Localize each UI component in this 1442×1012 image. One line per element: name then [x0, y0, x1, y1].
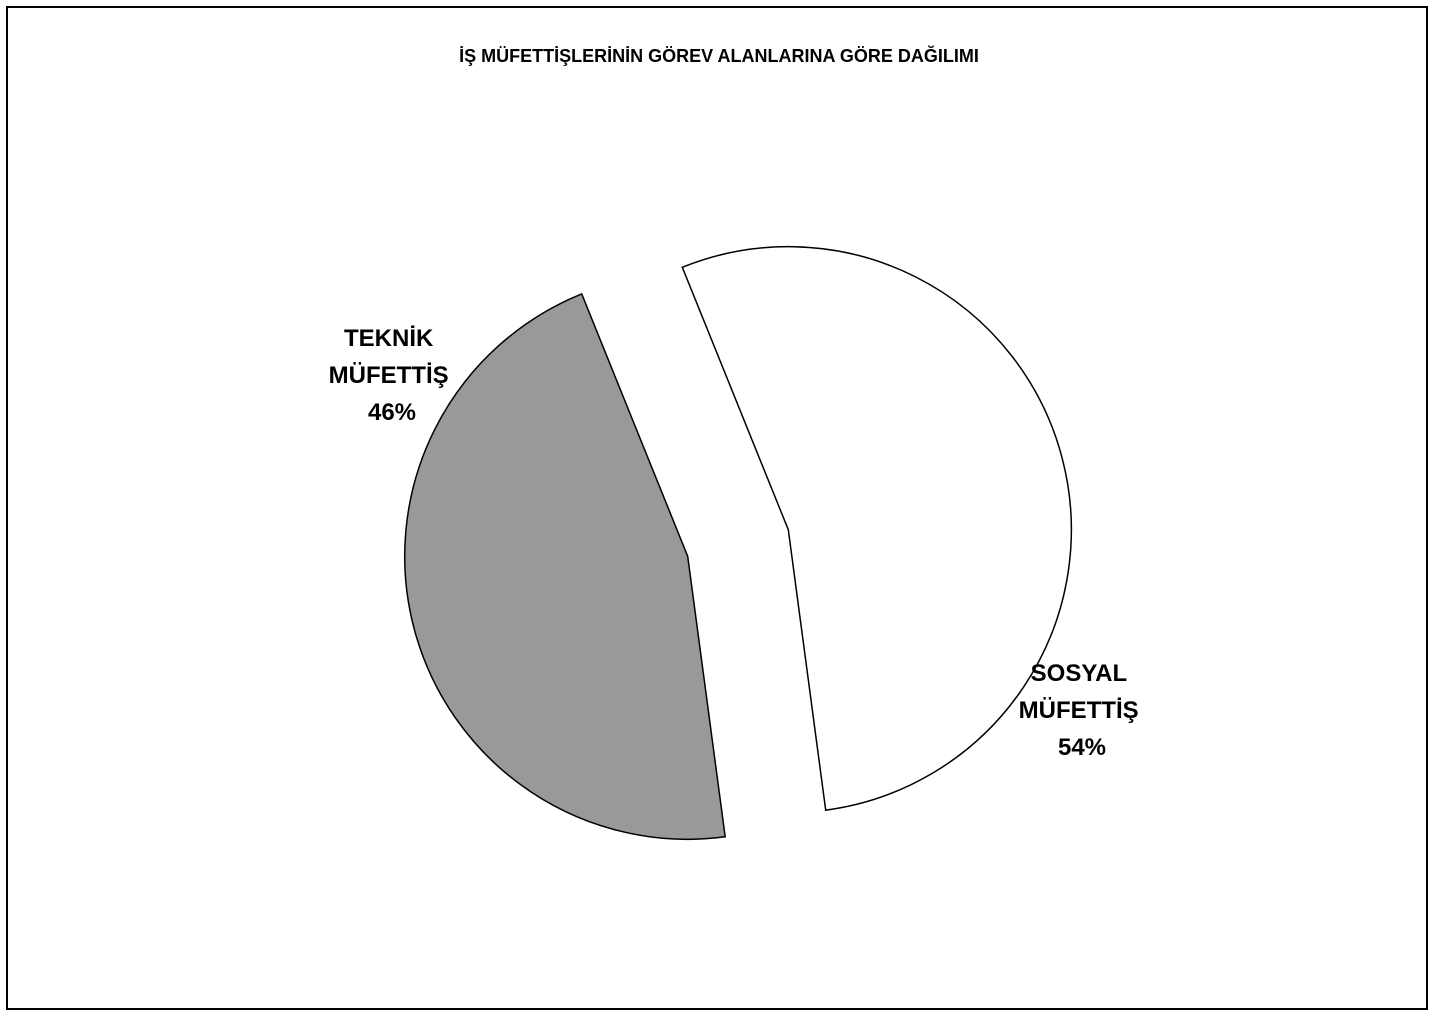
- chart-frame: İŞ MÜFETTİŞLERİNİN GÖREV ALANLARINA GÖRE…: [6, 6, 1428, 1010]
- slice-label-teknik-line2: MÜFETTİŞ: [329, 362, 449, 389]
- pie-slice-teknik: [403, 292, 727, 841]
- slice-label-sosyal: SOSYAL MÜFETTİŞ 54%: [1019, 660, 1146, 761]
- slice-label-sosyal-line1: SOSYAL: [1031, 660, 1127, 687]
- slice-label-teknik-line1: TEKNİK: [344, 325, 434, 352]
- chart-title: İŞ MÜFETTİŞLERİNİN GÖREV ALANLARINA GÖRE…: [459, 46, 979, 66]
- pie-slice-sosyal: [681, 245, 1073, 812]
- slice-label-sosyal-line2: MÜFETTİŞ: [1019, 697, 1139, 724]
- slice-label-teknik: TEKNİK MÜFETTİŞ 46%: [329, 325, 456, 426]
- slice-label-teknik-value: 46%: [368, 399, 416, 426]
- slice-label-sosyal-value: 54%: [1058, 734, 1106, 761]
